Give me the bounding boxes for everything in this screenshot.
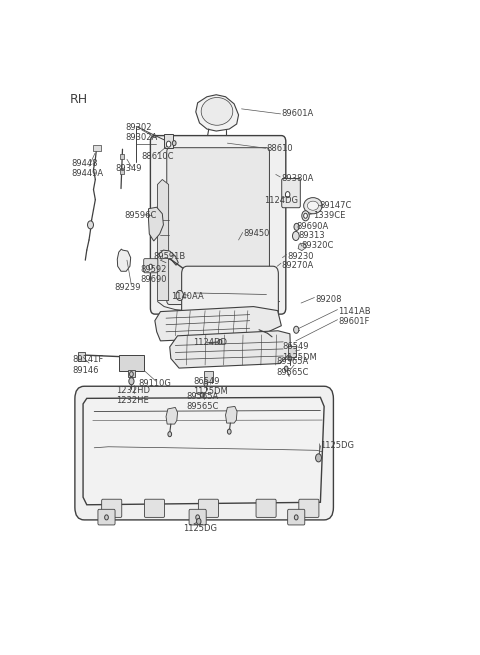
FancyBboxPatch shape bbox=[75, 386, 334, 520]
Circle shape bbox=[294, 326, 299, 333]
FancyBboxPatch shape bbox=[299, 499, 319, 517]
Text: 89565A
89565C: 89565A 89565C bbox=[186, 392, 219, 411]
Text: 89450: 89450 bbox=[243, 229, 270, 238]
FancyBboxPatch shape bbox=[198, 499, 218, 517]
Circle shape bbox=[172, 141, 176, 145]
FancyBboxPatch shape bbox=[288, 510, 305, 525]
Text: 89313: 89313 bbox=[299, 231, 325, 240]
Circle shape bbox=[87, 221, 94, 229]
Circle shape bbox=[218, 339, 222, 345]
Text: 1232HD
1232HE: 1232HD 1232HE bbox=[117, 386, 151, 405]
Text: 89591B: 89591B bbox=[154, 252, 186, 261]
Text: 89601F: 89601F bbox=[338, 317, 370, 326]
Text: 89690A: 89690A bbox=[296, 223, 328, 231]
Text: 88610: 88610 bbox=[266, 143, 293, 153]
Circle shape bbox=[294, 515, 298, 520]
Polygon shape bbox=[157, 179, 168, 301]
Text: 1124DD: 1124DD bbox=[193, 339, 227, 347]
Circle shape bbox=[168, 432, 172, 437]
Circle shape bbox=[284, 366, 288, 371]
Polygon shape bbox=[170, 331, 290, 368]
FancyBboxPatch shape bbox=[181, 266, 278, 324]
Ellipse shape bbox=[307, 201, 319, 210]
Text: 1339CE: 1339CE bbox=[313, 212, 345, 220]
Text: 89270A: 89270A bbox=[282, 261, 314, 270]
Text: 89448
89449A: 89448 89449A bbox=[71, 159, 103, 178]
Ellipse shape bbox=[304, 198, 322, 214]
Polygon shape bbox=[148, 207, 163, 241]
Text: 1125DG: 1125DG bbox=[321, 441, 354, 450]
Circle shape bbox=[228, 429, 231, 434]
FancyBboxPatch shape bbox=[144, 499, 165, 517]
Text: 88610C: 88610C bbox=[141, 152, 174, 161]
FancyBboxPatch shape bbox=[102, 499, 122, 517]
Polygon shape bbox=[155, 307, 281, 341]
Text: 89320C: 89320C bbox=[301, 240, 334, 250]
FancyBboxPatch shape bbox=[167, 147, 269, 305]
Ellipse shape bbox=[201, 98, 233, 125]
Circle shape bbox=[292, 231, 299, 240]
Bar bbox=[119, 355, 144, 371]
Circle shape bbox=[167, 141, 171, 147]
Polygon shape bbox=[196, 95, 239, 131]
Polygon shape bbox=[117, 249, 131, 271]
Bar bbox=[164, 134, 173, 148]
Text: 1141AB: 1141AB bbox=[338, 307, 371, 316]
Bar bbox=[120, 170, 124, 174]
Text: 89380A: 89380A bbox=[281, 174, 314, 183]
Text: 1140AA: 1140AA bbox=[171, 292, 204, 301]
Bar bbox=[120, 155, 124, 159]
Circle shape bbox=[288, 356, 292, 361]
Polygon shape bbox=[83, 398, 324, 505]
Circle shape bbox=[149, 264, 153, 269]
Circle shape bbox=[294, 223, 299, 231]
FancyBboxPatch shape bbox=[144, 259, 158, 272]
Circle shape bbox=[302, 211, 309, 221]
Circle shape bbox=[286, 191, 290, 198]
Text: 1125DG: 1125DG bbox=[183, 524, 217, 533]
Text: 89239: 89239 bbox=[115, 283, 141, 292]
Polygon shape bbox=[226, 406, 237, 423]
FancyBboxPatch shape bbox=[98, 510, 115, 525]
Text: 89141F
89146: 89141F 89146 bbox=[72, 356, 103, 375]
Text: 89596C: 89596C bbox=[124, 212, 156, 220]
Text: 89147C: 89147C bbox=[319, 201, 351, 210]
Polygon shape bbox=[166, 407, 178, 424]
Bar bbox=[128, 369, 135, 377]
Text: 89601A: 89601A bbox=[281, 109, 313, 119]
Text: 89592
89690: 89592 89690 bbox=[140, 265, 167, 284]
Circle shape bbox=[196, 518, 201, 525]
Circle shape bbox=[315, 454, 322, 462]
Text: 89230: 89230 bbox=[288, 252, 314, 261]
Text: 86549
1125DM: 86549 1125DM bbox=[193, 377, 228, 396]
Text: 1124DG: 1124DG bbox=[264, 196, 298, 205]
Bar bbox=[94, 145, 101, 151]
Circle shape bbox=[105, 515, 108, 520]
Text: 89565A
89565C: 89565A 89565C bbox=[276, 358, 309, 377]
Circle shape bbox=[200, 392, 204, 398]
Circle shape bbox=[129, 378, 134, 384]
Text: 89208: 89208 bbox=[315, 295, 342, 304]
Text: RH: RH bbox=[69, 93, 87, 105]
Polygon shape bbox=[158, 250, 178, 265]
Bar bbox=[288, 346, 296, 357]
Text: 86549
1125DM: 86549 1125DM bbox=[282, 343, 317, 362]
Bar bbox=[204, 371, 213, 383]
FancyBboxPatch shape bbox=[150, 136, 286, 314]
Circle shape bbox=[304, 214, 307, 218]
Circle shape bbox=[176, 290, 183, 301]
Circle shape bbox=[130, 371, 133, 377]
FancyBboxPatch shape bbox=[189, 510, 206, 525]
FancyBboxPatch shape bbox=[282, 178, 300, 208]
Circle shape bbox=[204, 381, 208, 386]
Text: 89302
89302A: 89302 89302A bbox=[125, 123, 157, 142]
Circle shape bbox=[196, 515, 200, 520]
Bar bbox=[78, 352, 84, 360]
Text: 89349: 89349 bbox=[115, 164, 142, 173]
Text: 89110G: 89110G bbox=[139, 379, 172, 388]
FancyBboxPatch shape bbox=[256, 499, 276, 517]
Polygon shape bbox=[298, 243, 306, 251]
